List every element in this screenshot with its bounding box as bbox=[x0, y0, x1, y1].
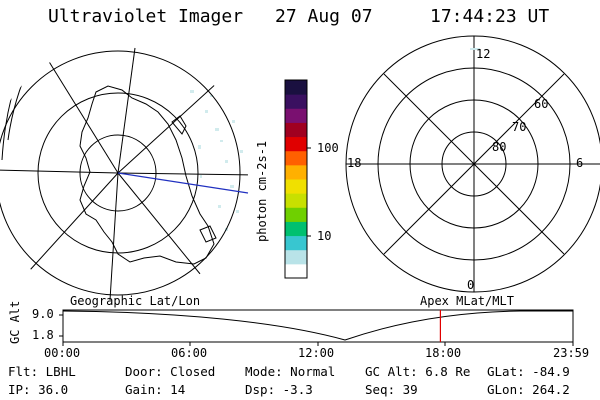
timeline-left-title: Geographic Lat/Lon bbox=[70, 294, 201, 308]
status-dsp: Dsp: -3.3 bbox=[245, 382, 313, 397]
status-glat: GLat: -84.9 bbox=[487, 364, 570, 379]
mlat-label-70: 70 bbox=[512, 120, 527, 134]
status-gain: Gain: 14 bbox=[125, 382, 186, 397]
colorbar-tick-100: 100 bbox=[317, 141, 339, 155]
status-glon: GLon: 264.2 bbox=[487, 382, 570, 397]
instrument-title: Ultraviolet Imager bbox=[48, 6, 244, 27]
time-label: 17:44:23 UT bbox=[430, 6, 550, 27]
status-mode: Mode: Normal bbox=[245, 364, 336, 379]
colorbar-band bbox=[285, 179, 307, 194]
polar-plot bbox=[345, 35, 600, 293]
colorbar-band bbox=[285, 108, 307, 123]
mlat-label-60: 60 bbox=[534, 97, 549, 111]
mlt-label-0: 0 bbox=[467, 278, 475, 292]
status-gc-alt: GC Alt: 6.8 Re bbox=[365, 364, 471, 379]
mlat-label-80: 80 bbox=[492, 140, 507, 154]
timeline-right-title: Apex MLat/MLT bbox=[420, 294, 514, 308]
colorbar-band bbox=[285, 164, 307, 180]
colorbar-band bbox=[285, 193, 307, 208]
mlt-label-18: 18 bbox=[347, 156, 362, 170]
colorbar-band bbox=[285, 263, 307, 279]
colorbar bbox=[284, 79, 311, 279]
colorbar-band bbox=[285, 122, 307, 138]
colorbar-band bbox=[285, 221, 307, 237]
colorbar-band bbox=[285, 136, 307, 152]
colorbar-band bbox=[285, 249, 307, 265]
satellite-track bbox=[117, 172, 249, 194]
colorbar-band bbox=[285, 94, 307, 109]
timeline-x-label-0000: 00:00 bbox=[44, 346, 81, 360]
colorbar-band bbox=[285, 150, 307, 166]
status-ip: IP: 36.0 bbox=[8, 382, 69, 397]
colorbar-frame bbox=[284, 79, 308, 279]
timeline-x-label-2359: 23:59 bbox=[553, 346, 590, 360]
colorbar-tick-10: 10 bbox=[317, 229, 332, 243]
timeline-x-label-0600: 06:00 bbox=[171, 346, 208, 360]
mlt-label-12: 12 bbox=[476, 47, 491, 61]
geographic-map bbox=[0, 47, 249, 301]
timeline-plot bbox=[59, 309, 574, 346]
status-filter: Flt: LBHL bbox=[8, 364, 76, 379]
timeline-y-label-top: 9.0 bbox=[32, 307, 54, 321]
date-label: 27 Aug 07 bbox=[275, 6, 373, 27]
status-seq: Seq: 39 bbox=[365, 382, 418, 397]
timeline-x-label-1200: 12:00 bbox=[298, 346, 335, 360]
colorbar-band bbox=[285, 235, 307, 251]
mlt-label-6: 6 bbox=[576, 156, 584, 170]
timeline-axis-title: GC Alt bbox=[8, 300, 22, 344]
colorbar-band bbox=[285, 80, 307, 95]
colorbar-band bbox=[285, 207, 307, 222]
timeline-x-label-1800: 18:00 bbox=[425, 346, 462, 360]
status-door: Door: Closed bbox=[125, 364, 216, 379]
colorbar-unit-label: photon cm-2s-1 bbox=[255, 140, 269, 242]
timeline-y-label-bottom: 1.8 bbox=[32, 328, 54, 342]
